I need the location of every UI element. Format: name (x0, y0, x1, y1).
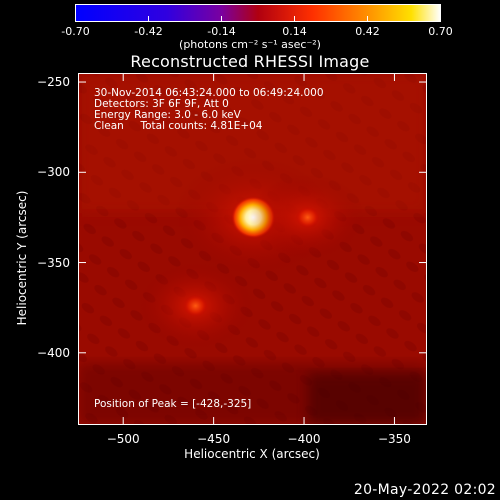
x-axis-label: Heliocentric X (arcsec) (184, 447, 320, 461)
colorbar-tick-label: 0.70 (428, 25, 453, 38)
annotation-total-counts: Clean Total counts: 4.81E+04 (94, 120, 263, 132)
secondary-source (295, 206, 320, 229)
colorbar-tick-label: -0.70 (61, 25, 90, 38)
x-tick-label: −500 (106, 432, 140, 446)
annotation-time-range: 30-Nov-2014 06:43:24.000 to 06:49:24.000 (94, 87, 324, 99)
y-tick-label: −400 (37, 345, 70, 360)
x-tick-label: −400 (287, 432, 321, 446)
colorbar-units: (photons cm⁻² s⁻¹ asec⁻²) (179, 38, 321, 51)
chart-title: Reconstructed RHESSI Image (130, 52, 370, 71)
annotation-detectors: Detectors: 3F 6F 9F, Att 0 (94, 98, 229, 110)
y-tick-label: −250 (37, 75, 70, 90)
colorbar (75, 4, 441, 22)
colorbar-tick-label: 0.14 (282, 25, 307, 38)
colorbar-tick-label: -0.42 (134, 25, 163, 38)
y-axis-label: Heliocentric Y (arcsec) (15, 190, 29, 326)
x-tick-label: −350 (377, 432, 411, 446)
footer-date: 20-May-2022 02:02 (353, 482, 496, 498)
y-tick-label: −300 (37, 165, 70, 180)
annotation-energy-range: Energy Range: 3.0 - 6.0 keV (94, 109, 241, 121)
x-tick-label: −450 (197, 432, 231, 446)
secondary-source (183, 294, 208, 317)
peak-position-label: Position of Peak = [-428,-325] (94, 398, 252, 410)
colorbar-tick-label: -0.14 (207, 25, 236, 38)
colorbar-tick-label: 0.42 (355, 25, 380, 38)
plot-area (78, 73, 427, 425)
y-tick-label: −350 (37, 255, 70, 270)
